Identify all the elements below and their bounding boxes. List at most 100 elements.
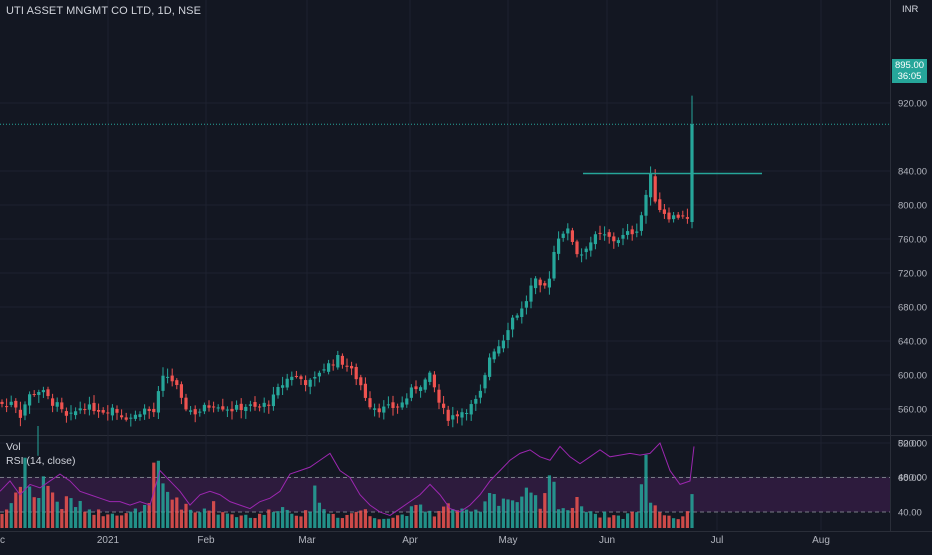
volume-bar bbox=[621, 518, 625, 528]
candle-body bbox=[248, 404, 252, 406]
volume-bar bbox=[258, 513, 262, 528]
volume-bar bbox=[106, 514, 110, 528]
volume-bar bbox=[662, 515, 666, 528]
volume-bar bbox=[83, 511, 87, 528]
volume-bar bbox=[267, 509, 271, 528]
volume-bar bbox=[170, 499, 174, 528]
candle-body bbox=[409, 387, 413, 398]
candle-body bbox=[331, 364, 335, 366]
candle-body bbox=[161, 375, 165, 391]
volume-bar bbox=[566, 510, 570, 528]
candle-body bbox=[230, 408, 234, 412]
volume-bar bbox=[97, 509, 101, 528]
volume-bar bbox=[138, 512, 142, 528]
candle-body bbox=[621, 234, 625, 239]
rsi-line bbox=[0, 442, 695, 517]
volume-bar bbox=[474, 509, 478, 528]
volume-bar bbox=[506, 499, 510, 528]
candle-body bbox=[322, 369, 326, 371]
rsi-tick-label: 60.00 bbox=[898, 473, 922, 484]
candle-body bbox=[37, 392, 41, 395]
volume-bar bbox=[51, 492, 55, 528]
candle-body bbox=[179, 384, 183, 398]
volume-bar bbox=[681, 516, 685, 528]
volume-bar bbox=[276, 511, 280, 528]
candle-body bbox=[667, 212, 671, 220]
volume-bar bbox=[115, 515, 119, 528]
candle-body bbox=[538, 279, 542, 286]
candle-body bbox=[138, 414, 142, 417]
volume-bar bbox=[359, 510, 363, 528]
volume-bar bbox=[198, 512, 202, 528]
candle-body bbox=[308, 379, 312, 387]
volume-bar bbox=[635, 512, 639, 528]
volume-bar bbox=[143, 504, 147, 528]
candles bbox=[0, 95, 694, 456]
candle-body bbox=[612, 236, 616, 242]
volume-bar bbox=[690, 494, 694, 528]
volume-bar bbox=[492, 494, 496, 528]
volume-bar bbox=[87, 509, 91, 528]
candle-body bbox=[653, 176, 657, 202]
time-tick-label: Jul bbox=[711, 535, 724, 546]
volume-bar bbox=[465, 509, 469, 528]
candle-body bbox=[202, 404, 206, 412]
candle-body bbox=[101, 410, 105, 413]
candle-body bbox=[156, 391, 160, 413]
rsi-tick-label: 40.00 bbox=[898, 508, 922, 519]
candle-body bbox=[60, 402, 64, 410]
volume-bar bbox=[685, 511, 689, 528]
time-tick-label-prefix: c bbox=[0, 535, 5, 546]
candle-body bbox=[363, 383, 367, 398]
candle-body bbox=[152, 408, 156, 413]
candle-body bbox=[593, 234, 597, 245]
candle-body bbox=[74, 411, 78, 416]
volume-bar bbox=[336, 517, 340, 528]
volume-bar bbox=[166, 491, 170, 528]
candle-body bbox=[0, 401, 4, 404]
volume-bar bbox=[396, 515, 400, 528]
candle-body bbox=[69, 412, 73, 414]
volume-bar bbox=[78, 500, 82, 528]
volume-bar bbox=[133, 508, 137, 528]
candle-body bbox=[405, 398, 409, 405]
volume-bar bbox=[271, 512, 275, 528]
volume-bar bbox=[101, 516, 105, 528]
volume-bar bbox=[14, 492, 18, 528]
candle-body bbox=[354, 366, 358, 380]
candle-body bbox=[386, 404, 390, 406]
volume-bar bbox=[580, 506, 584, 528]
volume-bar bbox=[350, 513, 354, 528]
volume-bar bbox=[18, 486, 22, 528]
volume-bar bbox=[244, 514, 248, 528]
volume-bar bbox=[55, 501, 59, 528]
volume-bar bbox=[409, 506, 413, 528]
candle-body bbox=[511, 317, 515, 330]
volume-bar bbox=[497, 505, 501, 528]
volume-bar bbox=[603, 511, 607, 528]
volume-bar bbox=[345, 514, 349, 528]
volume-bar bbox=[672, 518, 676, 528]
candle-body bbox=[626, 231, 630, 235]
candle-body bbox=[317, 372, 321, 377]
candle-body bbox=[685, 217, 689, 219]
volume-bar bbox=[593, 513, 597, 528]
candle-body bbox=[635, 231, 639, 233]
volume-bar bbox=[60, 509, 64, 528]
volume-bar bbox=[120, 515, 124, 528]
candle-body bbox=[271, 394, 275, 407]
candle-body bbox=[359, 377, 363, 386]
candle-body bbox=[41, 390, 45, 393]
candle-body bbox=[561, 233, 565, 238]
volume-bar bbox=[147, 503, 151, 528]
candle-body bbox=[469, 404, 473, 415]
volume-bar bbox=[552, 481, 556, 528]
candle-body bbox=[193, 409, 197, 415]
volume-bar bbox=[64, 496, 68, 528]
candle-body bbox=[506, 330, 510, 341]
volume-bar bbox=[377, 519, 381, 528]
volume-bar bbox=[529, 492, 533, 528]
candle-body bbox=[336, 354, 340, 368]
